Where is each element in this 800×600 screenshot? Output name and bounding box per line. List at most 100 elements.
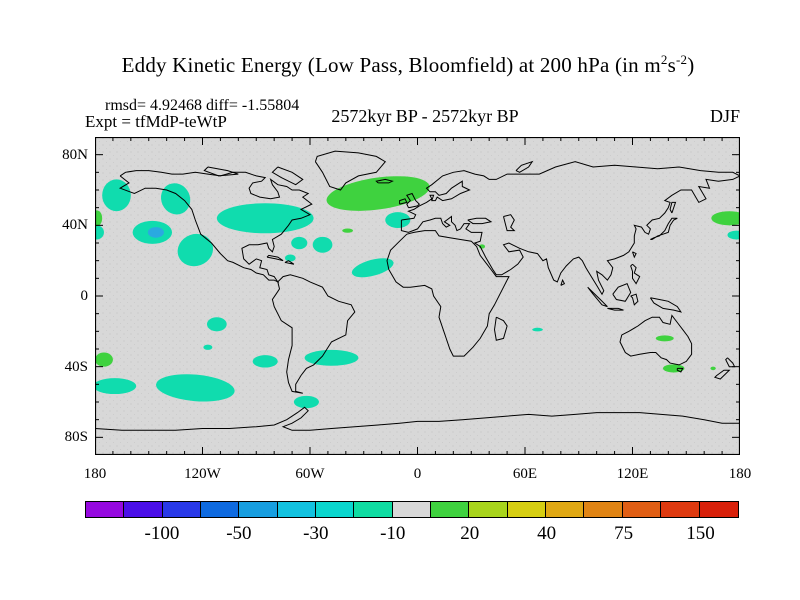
coastline <box>271 274 356 394</box>
anomaly-region <box>351 258 394 278</box>
title-unit-s: s <box>667 53 676 77</box>
colorbar-segment <box>316 502 355 517</box>
colorbar-segment <box>661 502 700 517</box>
colorbar <box>85 501 739 518</box>
anomaly-region <box>293 395 319 409</box>
coastline <box>607 307 624 311</box>
colorbar-segment <box>201 502 240 517</box>
lat-tick-label: 80S <box>64 429 88 446</box>
title-close-paren: ) <box>687 53 695 77</box>
anomaly-region <box>102 179 131 212</box>
coastline <box>271 166 304 186</box>
colorbar-segment <box>507 502 547 517</box>
stats-text: rmsd= 4.92468 diff= -1.55804 <box>105 97 300 114</box>
colorbar-segment <box>469 502 508 517</box>
anomaly-region <box>95 210 103 227</box>
coastline <box>630 263 641 285</box>
coastline <box>400 161 740 296</box>
coastline <box>203 166 239 177</box>
colorbar-segment <box>699 502 738 517</box>
coastline <box>95 406 740 431</box>
lon-tick-label: 120W <box>184 466 221 482</box>
coastline <box>314 150 387 191</box>
coastline <box>587 286 608 308</box>
map-ticks <box>94 137 741 455</box>
coastline <box>725 357 736 368</box>
anomaly-region <box>342 228 353 233</box>
plot-title: Eddy Kinetic Energy (Low Pass, Bloomfiel… <box>0 52 800 78</box>
lon-tick-label: 180 <box>83 466 107 482</box>
anomaly-region <box>147 227 164 238</box>
title-superscript-2: 2 <box>660 52 668 67</box>
anomaly-region <box>156 374 235 402</box>
coastline <box>630 293 639 306</box>
coastline <box>493 316 508 341</box>
title-superscript-minus2: -2 <box>675 52 688 67</box>
coastline <box>669 201 677 214</box>
coastline <box>676 367 684 373</box>
lat-tick-label: 0 <box>80 288 89 304</box>
anomaly-region <box>252 355 278 368</box>
title-text: Eddy Kinetic Energy (Low Pass, Bloomfiel… <box>121 53 661 77</box>
colorbar-label: -30 <box>303 523 329 544</box>
anomaly-region <box>655 335 674 342</box>
anomaly-region <box>326 176 430 211</box>
colorbar-segment <box>277 502 317 517</box>
anomaly-region <box>177 233 214 267</box>
coastline <box>650 217 678 240</box>
colorbar-segment <box>354 502 393 517</box>
season-label: DJF <box>709 106 740 126</box>
anomaly-region <box>95 378 137 395</box>
colorbar-segment <box>124 502 163 517</box>
anomaly-regions-layer <box>95 176 740 409</box>
anomaly-region <box>95 225 104 240</box>
colorbar-segment <box>239 502 278 517</box>
experiment-label: Expt = tfMdP-teWtP <box>85 112 227 131</box>
coastline <box>266 254 284 262</box>
coastline <box>406 192 421 209</box>
anomaly-region <box>532 327 543 332</box>
colorbar-segment <box>584 502 623 517</box>
world-map <box>94 136 741 456</box>
lat-tick-label: 80N <box>62 146 88 163</box>
colorbar-segment <box>86 502 125 517</box>
coastline <box>386 230 510 357</box>
coastline <box>632 251 637 259</box>
anomaly-region <box>710 366 716 371</box>
colorbar-label: 20 <box>460 523 480 544</box>
coastline <box>467 217 493 225</box>
anomaly-region <box>711 211 740 226</box>
colorbar-segment <box>392 502 432 517</box>
anomaly-region <box>206 317 227 332</box>
lon-tick-label: 60W <box>295 466 325 482</box>
lon-tick-label: 180 <box>728 466 752 482</box>
anomaly-region <box>95 352 113 367</box>
coastline <box>560 278 566 286</box>
colorbar-segment <box>546 502 585 517</box>
colorbar-label: -100 <box>144 523 180 544</box>
coastline <box>375 178 394 184</box>
coastline <box>284 260 295 265</box>
coastline <box>713 369 731 380</box>
anomaly-region <box>304 349 359 366</box>
lon-tick-label: 0 <box>413 466 422 482</box>
coastline <box>399 198 408 205</box>
colorbar-segment <box>622 502 662 517</box>
anomaly-region <box>312 236 333 253</box>
coastline <box>515 160 534 173</box>
anomaly-region <box>203 344 213 350</box>
coastline <box>503 214 516 232</box>
coastline <box>612 282 632 302</box>
coastline <box>649 297 683 313</box>
anomaly-region <box>727 230 740 240</box>
lon-tick-label: 120E <box>616 466 649 482</box>
colorbar-label: 40 <box>537 523 557 544</box>
colorbar-segment <box>431 502 470 517</box>
anomaly-region <box>662 364 685 373</box>
lat-tick-label: 40N <box>62 217 88 234</box>
lat-tick-label: 40S <box>64 358 88 375</box>
colorbar-label: -50 <box>226 523 252 544</box>
anomaly-region <box>216 203 314 234</box>
colorbar-label: 150 <box>686 523 715 544</box>
